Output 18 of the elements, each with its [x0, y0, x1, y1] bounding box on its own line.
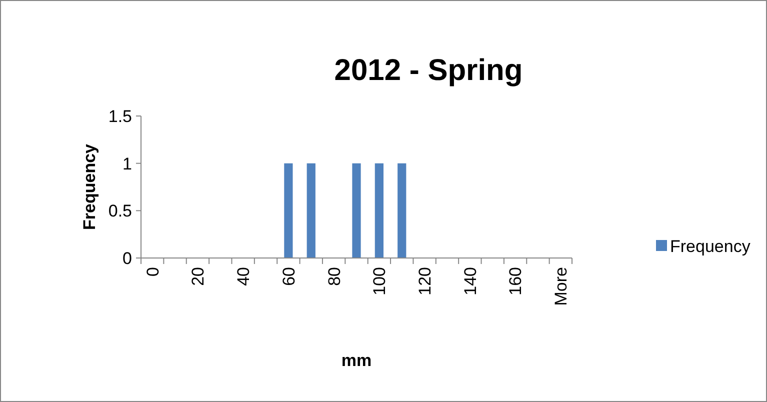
x-tick-label: 80 — [324, 267, 344, 286]
y-tick-label: 1.5 — [108, 106, 132, 126]
y-tick-label: 0 — [122, 248, 132, 268]
x-tick-label: 40 — [234, 267, 254, 286]
x-tick-label: 100 — [370, 267, 390, 296]
chart-title: 2012 - Spring — [334, 54, 523, 87]
y-axis-title: Frequency — [80, 143, 99, 230]
x-tick-label: 20 — [188, 267, 208, 286]
legend-label: Frequency — [670, 236, 751, 256]
y-tick-label: 1 — [122, 154, 132, 174]
y-tick-label: 0.5 — [108, 202, 132, 221]
x-tick-label: More — [552, 267, 571, 306]
x-tick-label: 120 — [416, 267, 435, 296]
x-axis-title: mm — [341, 351, 372, 370]
x-tick-label: 140 — [460, 267, 480, 296]
x-tick-label: 160 — [506, 267, 526, 296]
x-tick-label: 0 — [143, 267, 162, 276]
x-tick-label: 60 — [279, 267, 298, 286]
